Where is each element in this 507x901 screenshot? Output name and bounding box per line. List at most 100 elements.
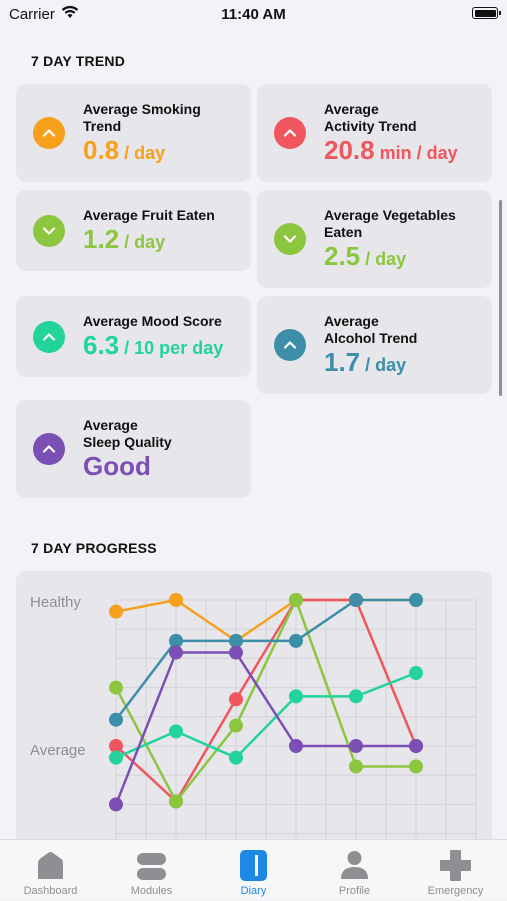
- trend-card-value: 2.5: [324, 241, 361, 271]
- data-point: [229, 750, 243, 765]
- data-point: [109, 739, 123, 753]
- cross-icon: [440, 850, 471, 881]
- trend-card-label: Average Fruit Eaten: [83, 207, 215, 223]
- house-icon: [38, 852, 63, 879]
- clock: 11:40 AM: [221, 6, 286, 23]
- data-point: [289, 689, 303, 704]
- data-point: [229, 645, 243, 660]
- trend-card-label: Average Vegetables: [324, 207, 456, 223]
- trend-card-label: Average Smoking: [83, 101, 201, 117]
- trend-card-value: 1.2: [83, 224, 120, 254]
- trend-card-unit: / day: [119, 232, 166, 252]
- data-point: [409, 666, 423, 680]
- series-line: [115, 598, 416, 721]
- progress-chart: Healthy Average: [30, 593, 477, 866]
- tab-label: Profile: [338, 885, 371, 897]
- data-point: [289, 739, 303, 753]
- y-axis-label: Average: [30, 742, 86, 759]
- data-point: [229, 633, 243, 648]
- data-point: [229, 692, 243, 707]
- trend-card-unit: / day: [360, 249, 407, 269]
- trend-card-value: 0.8: [83, 135, 120, 165]
- trend-card-smoking[interactable]: Average Smoking Trend 0.8 / day: [16, 84, 251, 182]
- tab-profile[interactable]: Profile: [304, 840, 405, 901]
- diary-icon: [240, 850, 267, 881]
- data-point: [349, 593, 363, 607]
- chevron-up-icon: [274, 117, 306, 149]
- data-point: [289, 593, 303, 607]
- trend-card-label: Average Mood Score: [83, 313, 222, 329]
- trend-card-value: 1.7: [324, 347, 361, 377]
- tab-modules[interactable]: Modules: [101, 840, 202, 901]
- series-line: [114, 598, 416, 803]
- battery-icon: [472, 7, 501, 19]
- trend-card-activity[interactable]: Average Activity Trend 20.8 min / day: [257, 84, 492, 182]
- trend-card-label: Average: [324, 313, 379, 329]
- trend-card-value: 20.8: [324, 135, 375, 165]
- chevron-down-icon: [33, 214, 65, 247]
- data-point: [109, 680, 123, 695]
- trend-card-label: Alcohol Trend: [324, 330, 418, 346]
- tab-diary[interactable]: Diary: [203, 840, 304, 901]
- trend-card-alcohol[interactable]: Average Alcohol Trend 1.7 / day: [257, 296, 492, 394]
- data-point: [409, 759, 423, 774]
- chevron-up-icon: [33, 433, 65, 465]
- data-point: [229, 718, 243, 733]
- chevron-up-icon: [274, 329, 306, 361]
- scrollbar[interactable]: [499, 200, 502, 396]
- trend-section-title: 7 DAY TREND: [31, 53, 126, 69]
- y-axis-label: Healthy: [30, 594, 81, 611]
- status-bar: Carrier 11:40 AM: [0, 0, 507, 28]
- trend-card-label: Average: [83, 417, 138, 433]
- series-line: [115, 671, 417, 759]
- tab-emergency[interactable]: Emergency: [405, 840, 506, 901]
- data-point: [349, 759, 363, 774]
- trend-card-label: Eaten: [324, 224, 363, 240]
- tab-label: Diary: [240, 885, 267, 897]
- trend-card-value: Good: [83, 451, 151, 481]
- data-point: [169, 794, 183, 809]
- data-point: [289, 633, 303, 648]
- progress-section-title: 7 DAY PROGRESS: [31, 540, 157, 556]
- trend-card-sleep[interactable]: Average Sleep Quality Good: [16, 400, 251, 498]
- trend-card-vegetables[interactable]: Average Vegetables Eaten 2.5 / day: [257, 190, 492, 288]
- trend-card-mood[interactable]: Average Mood Score 6.3 / 10 per day: [16, 296, 251, 377]
- series-line: [115, 598, 418, 803]
- tab-label: Dashboard: [23, 885, 78, 897]
- tab-dashboard[interactable]: Dashboard: [0, 840, 101, 901]
- data-point: [109, 604, 123, 619]
- tab-label: Modules: [130, 885, 173, 897]
- data-point: [169, 633, 183, 648]
- person-icon: [341, 851, 368, 879]
- series-line: [114, 651, 416, 805]
- trend-card-label: Trend: [83, 118, 122, 134]
- progress-chart-card: Healthy Average: [16, 571, 492, 871]
- data-point: [109, 797, 123, 812]
- data-point: [409, 739, 423, 753]
- chevron-up-icon: [33, 320, 65, 353]
- trend-card-unit: / 10 per day: [119, 338, 224, 358]
- tab-bar: Dashboard Modules Diary Profile Emergency: [0, 839, 507, 900]
- carrier-label: Carrier: [9, 6, 55, 23]
- trend-card-unit: min / day: [374, 143, 458, 163]
- data-point: [349, 689, 363, 704]
- data-point: [409, 593, 423, 607]
- chevron-down-icon: [274, 223, 306, 255]
- chevron-up-icon: [33, 117, 65, 149]
- trend-card-label: Activity Trend: [324, 118, 417, 134]
- data-point: [349, 739, 363, 753]
- modules-icon: [137, 853, 166, 880]
- tab-label: Emergency: [427, 885, 484, 897]
- trend-card-unit: / day: [119, 143, 166, 163]
- data-point: [109, 750, 123, 765]
- data-point: [169, 724, 183, 739]
- trend-card-fruit[interactable]: Average Fruit Eaten 1.2 / day: [16, 190, 251, 271]
- trend-card-label: Average: [324, 101, 379, 117]
- data-point: [109, 712, 123, 727]
- data-point: [169, 645, 183, 660]
- trend-card-label: Sleep Quality: [83, 434, 172, 450]
- wifi-icon: [61, 5, 79, 18]
- data-point: [169, 593, 183, 607]
- trend-card-unit: / day: [360, 355, 407, 375]
- trend-card-value: 6.3: [83, 330, 120, 360]
